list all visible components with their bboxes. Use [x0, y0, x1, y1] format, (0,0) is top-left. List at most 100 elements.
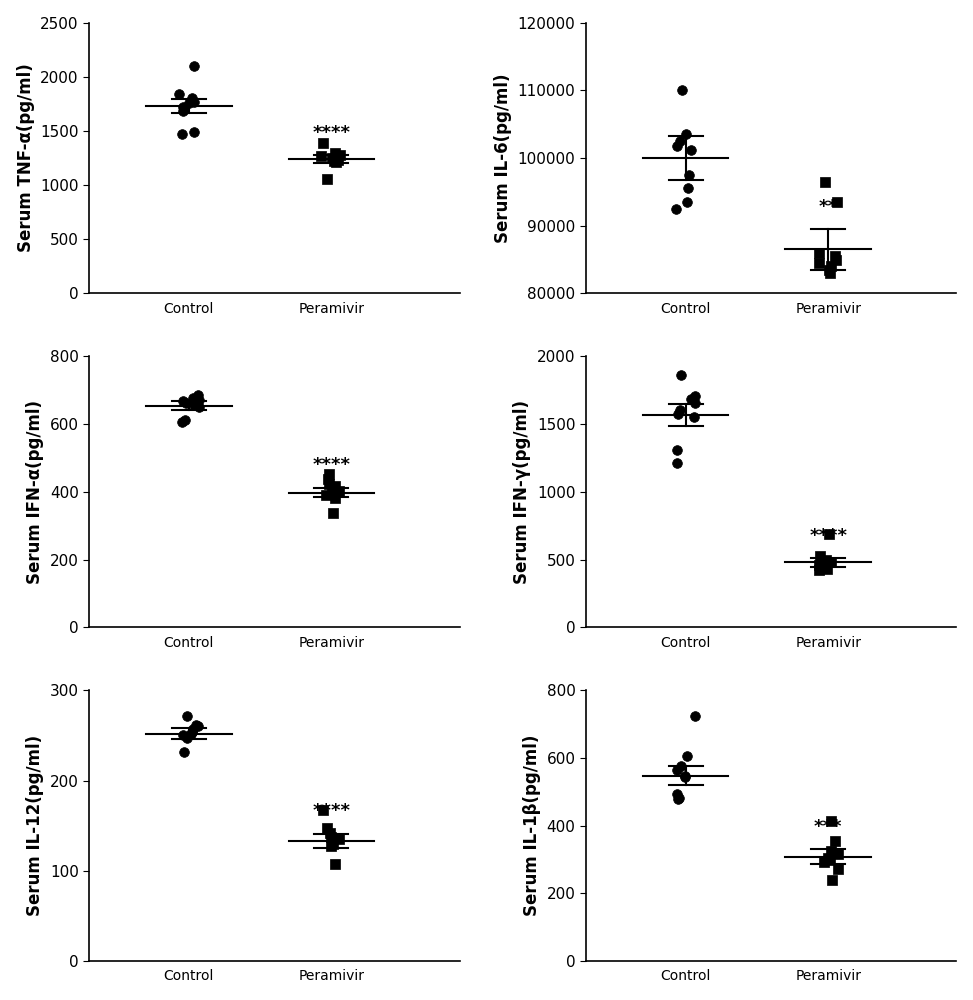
Point — [321, 476, 337, 492]
Point — [331, 831, 346, 847]
Point — [672, 402, 688, 418]
Point — [185, 721, 200, 737]
Point — [671, 790, 687, 806]
Point — [187, 58, 202, 74]
Point — [322, 825, 338, 841]
Point — [668, 786, 684, 802]
Point — [315, 802, 331, 818]
Point — [323, 829, 339, 845]
Point — [327, 145, 342, 161]
Point — [327, 490, 342, 506]
Point — [171, 86, 187, 102]
Point — [822, 265, 838, 281]
Y-axis label: Serum IFN-α(pg/ml): Serum IFN-α(pg/ml) — [26, 400, 44, 584]
Point — [325, 505, 341, 521]
Point — [828, 252, 844, 268]
Point — [673, 758, 689, 774]
Point — [819, 554, 835, 570]
Text: ****: **** — [312, 802, 350, 820]
Point — [186, 124, 201, 140]
Point — [191, 399, 206, 415]
Text: ***: *** — [813, 818, 843, 836]
Point — [328, 154, 343, 170]
Point — [177, 412, 193, 428]
Point — [175, 727, 191, 743]
Point — [188, 717, 203, 733]
Point — [824, 554, 840, 570]
Point — [332, 483, 347, 499]
Point — [175, 99, 191, 115]
Point — [181, 95, 197, 111]
Point — [319, 171, 335, 187]
Point — [191, 392, 206, 408]
Point — [823, 813, 839, 829]
Point — [828, 248, 844, 264]
Text: ****: **** — [312, 124, 350, 142]
Point — [330, 152, 345, 168]
Y-axis label: Serum IFN-γ(pg/ml): Serum IFN-γ(pg/ml) — [514, 400, 531, 584]
Point — [819, 561, 835, 577]
Point — [829, 194, 845, 210]
Point — [830, 861, 846, 877]
Point — [688, 395, 703, 411]
Point — [185, 390, 200, 406]
Point — [823, 852, 839, 868]
Point — [677, 769, 693, 785]
Point — [333, 147, 348, 163]
Point — [670, 406, 686, 422]
Point — [184, 90, 199, 106]
Point — [686, 409, 702, 425]
Point — [673, 367, 689, 383]
Point — [323, 838, 339, 854]
Point — [811, 557, 827, 573]
Point — [669, 762, 685, 778]
Point — [319, 820, 335, 836]
Point — [827, 833, 843, 849]
Y-axis label: Serum IL-6(pg/ml): Serum IL-6(pg/ml) — [494, 73, 512, 243]
Point — [669, 442, 685, 458]
Point — [320, 471, 336, 487]
Point — [819, 850, 835, 866]
Point — [176, 744, 192, 760]
Point — [679, 748, 695, 764]
Point — [824, 872, 840, 888]
Point — [190, 718, 205, 734]
Point — [669, 455, 685, 471]
Point — [683, 391, 699, 407]
Point — [326, 153, 342, 169]
Point — [186, 397, 201, 413]
Point — [688, 708, 703, 724]
Point — [823, 258, 839, 274]
Text: **: ** — [818, 198, 838, 216]
Point — [821, 526, 837, 542]
Point — [811, 255, 827, 271]
Point — [830, 846, 846, 862]
Point — [327, 856, 342, 872]
Point — [684, 142, 700, 158]
Point — [687, 388, 703, 404]
Point — [669, 138, 685, 154]
Point — [175, 103, 191, 119]
Point — [324, 485, 340, 501]
Point — [814, 558, 830, 574]
Y-axis label: Serum TNF-α(pg/ml): Serum TNF-α(pg/ml) — [17, 64, 35, 252]
Point — [325, 836, 341, 852]
Point — [812, 548, 828, 564]
Point — [673, 82, 689, 98]
Point — [191, 387, 206, 403]
Point — [821, 262, 837, 278]
Point — [328, 478, 343, 494]
Point — [818, 552, 834, 568]
Point — [175, 393, 191, 409]
Point — [816, 854, 832, 870]
Point — [313, 148, 329, 164]
Point — [178, 395, 194, 411]
Point — [318, 487, 334, 503]
Point — [186, 94, 201, 110]
Text: ****: **** — [312, 456, 350, 474]
Point — [811, 245, 827, 261]
Point — [324, 150, 340, 166]
Point — [184, 724, 199, 740]
Point — [174, 126, 190, 142]
Point — [817, 174, 833, 190]
